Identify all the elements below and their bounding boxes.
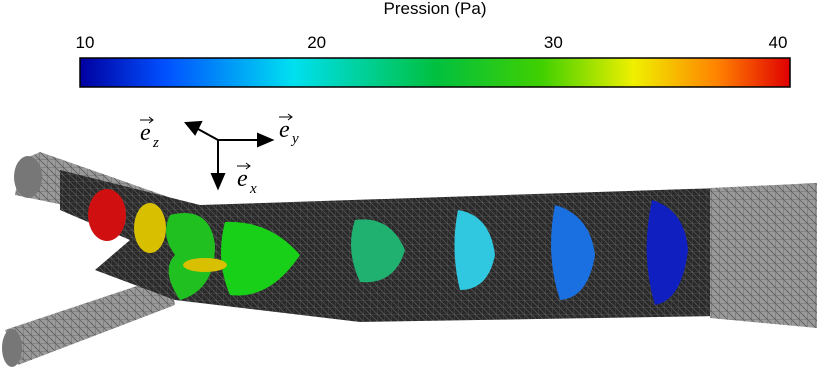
iso-surface [183, 258, 227, 272]
branch-opening [14, 156, 42, 198]
tick-label: 10 [76, 33, 95, 52]
arrowhead [210, 173, 226, 191]
axis-arrow [197, 128, 219, 141]
iso-surface [88, 189, 126, 241]
vector-arrow [140, 116, 154, 124]
vector-arrow [237, 162, 251, 170]
axis-subscript: z [152, 135, 159, 151]
axis-label: e z [140, 116, 159, 151]
axis-subscript: x [249, 181, 257, 197]
branch-opening [2, 329, 22, 367]
axis-symbol: e [237, 166, 248, 192]
arrowhead [183, 120, 203, 136]
coordinate-frame [183, 120, 275, 191]
axis-label: e x [237, 162, 257, 197]
iso-surface [551, 205, 595, 300]
axis-symbol: e [140, 120, 151, 146]
axis-label: e y [279, 113, 299, 147]
tick-label: 40 [769, 33, 788, 52]
lower-branch [5, 275, 175, 365]
iso-surface [351, 219, 405, 283]
tick-label: 30 [544, 33, 563, 52]
tube-end [710, 183, 817, 328]
colorbar [79, 57, 791, 88]
iso-surface [134, 203, 166, 253]
iso-surface [646, 200, 688, 305]
axis-symbol: e [279, 117, 290, 143]
arrowhead [257, 132, 275, 148]
vessel-render [2, 152, 817, 367]
iso-surface [221, 221, 300, 296]
colorbar-title: Pression (Pa) [384, 0, 487, 18]
colorbar-ticks: 10 20 30 40 [76, 33, 788, 52]
iso-surface [166, 213, 215, 300]
axis-subscript: y [290, 131, 299, 147]
tick-label: 20 [307, 33, 326, 52]
vector-arrow [279, 113, 293, 121]
iso-surface [454, 210, 495, 290]
